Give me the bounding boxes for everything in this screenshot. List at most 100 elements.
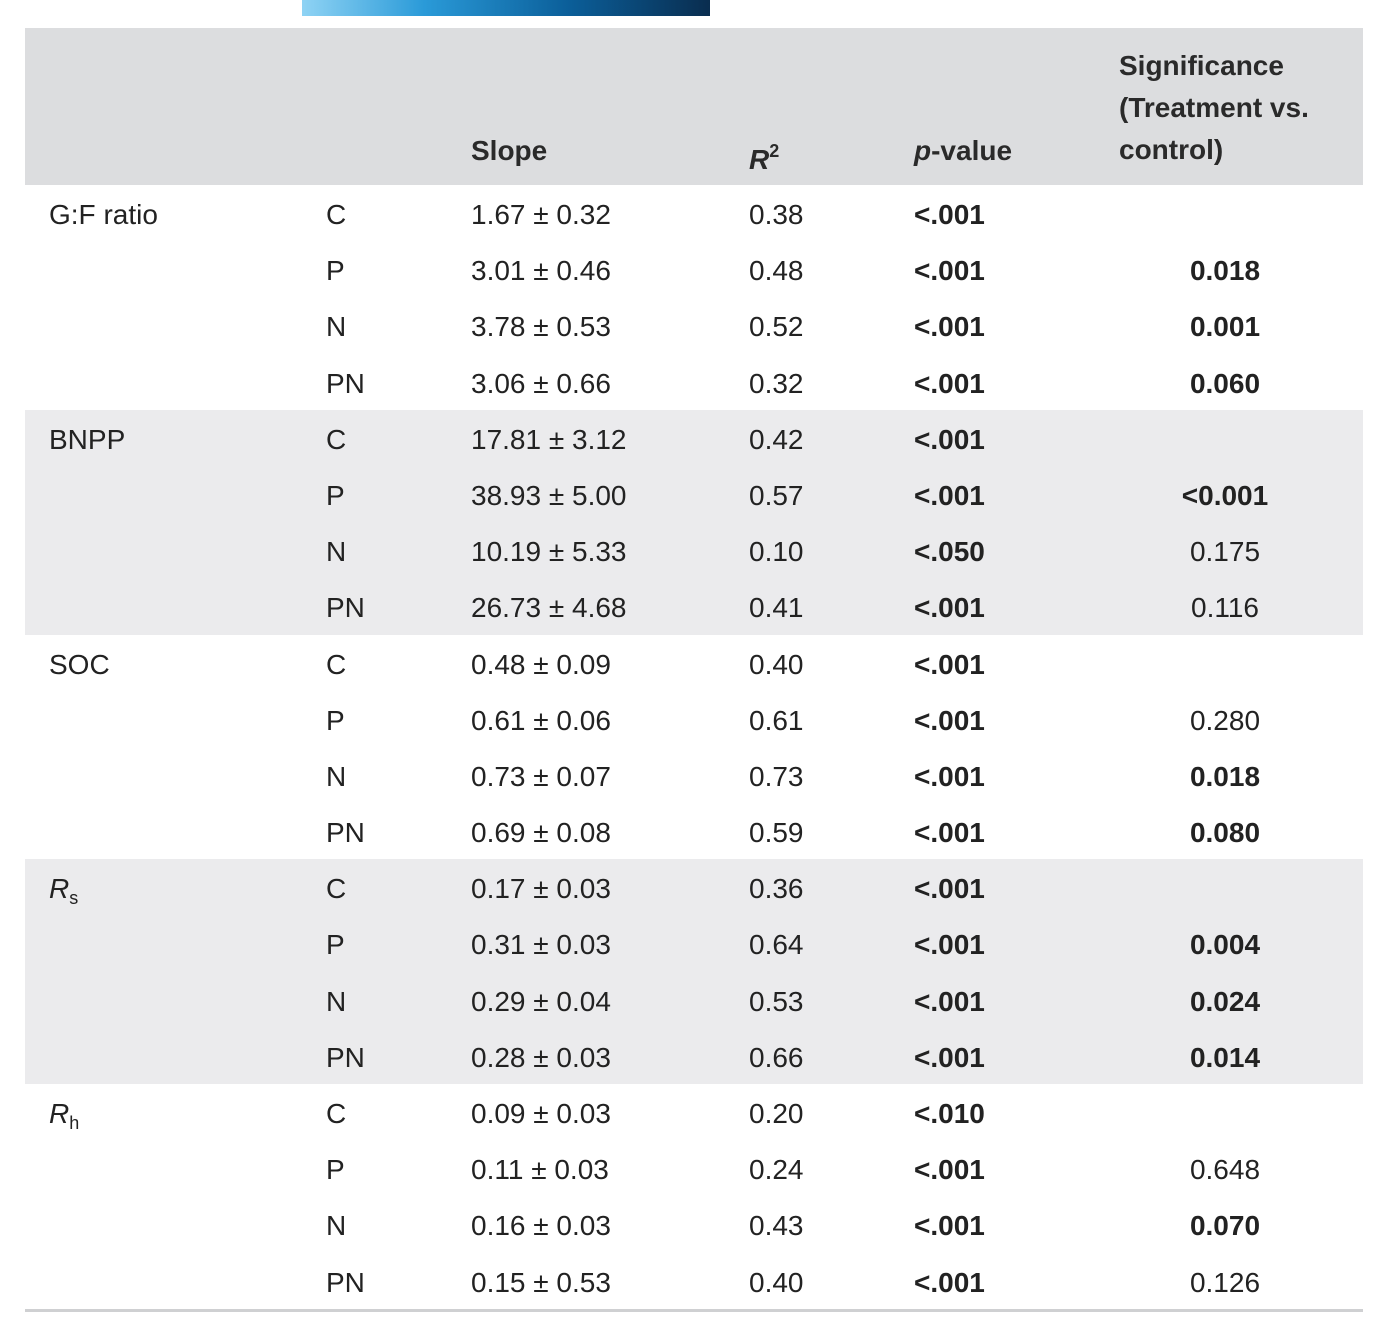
table-group: Rh C 0.09 ± 0.03 0.20 <.010 P 0.11 ± 0.03 0.24 <… [25, 1084, 1363, 1309]
slope-cell: 0.11 ± 0.03 [471, 1154, 609, 1186]
p-value-cell: <.001 [914, 985, 985, 1017]
p-value-cell: <.001 [914, 704, 985, 736]
table-row: N 0.29 ± 0.04 0.53 <.001 0.024 [25, 972, 1363, 1028]
p-value-cell: <.001 [914, 592, 985, 624]
r2-cell: 0.66 [749, 1041, 804, 1073]
slope-cell: 17.81 ± 3.12 [471, 423, 627, 455]
slope-cell: 3.01 ± 0.46 [471, 255, 611, 287]
table-row: P 38.93 ± 5.00 0.57 <.001 <0.001 [25, 466, 1363, 522]
slope-cell: 26.73 ± 4.68 [471, 592, 627, 624]
p-value-cell: <.001 [914, 648, 985, 680]
significance-cell: 0.080 [1189, 817, 1261, 849]
significance-cell: 0.280 [1189, 704, 1261, 736]
significance-cell [1119, 1084, 1331, 1140]
r2-cell: 0.36 [749, 873, 804, 905]
treatment-cell: P [326, 255, 345, 287]
variable-label: BNPP [49, 423, 126, 455]
r2-cell: 0.20 [749, 1098, 804, 1129]
r2-cell: 0.53 [749, 985, 804, 1017]
significance-cell: 0.175 [1189, 536, 1261, 568]
table-row: N 10.19 ± 5.33 0.10 <.050 0.175 [25, 522, 1363, 578]
r2-cell: 0.38 [749, 199, 804, 230]
table-header: Slope R2 p-value Significance (Treatment… [25, 28, 1363, 185]
r2-cell: 0.32 [749, 367, 804, 399]
table-row: N 3.78 ± 0.53 0.52 <.001 0.001 [25, 297, 1363, 353]
slope-cell: 0.29 ± 0.04 [471, 985, 611, 1017]
table-row: BNPP C 17.81 ± 3.12 0.42 <.001 [25, 410, 1363, 466]
treatment-cell: C [326, 1098, 347, 1129]
table-row: N 0.73 ± 0.07 0.73 <.001 0.018 [25, 747, 1363, 803]
table-row: P 3.01 ± 0.46 0.48 <.001 0.018 [25, 241, 1363, 297]
r2-cell: 0.40 [749, 1266, 804, 1298]
table-group: G:F ratio C 1.67 ± 0.32 0.38 <.001 P 3.01 ± 0.… [25, 185, 1363, 410]
significance-cell [1119, 410, 1331, 466]
r2-cell: 0.24 [749, 1154, 804, 1186]
r2-cell: 0.73 [749, 760, 804, 792]
r2-cell: 0.52 [749, 311, 804, 343]
slope-cell: 3.06 ± 0.66 [471, 367, 611, 399]
r2-cell: 0.40 [749, 648, 804, 680]
treatment-cell: C [326, 648, 347, 680]
regression-table: Slope R2 p-value Significance (Treatment… [25, 28, 1363, 1312]
treatment-cell: C [326, 873, 347, 905]
table-row: G:F ratio C 1.67 ± 0.32 0.38 <.001 [25, 185, 1363, 241]
significance-cell: 0.018 [1189, 760, 1261, 792]
p-value-cell: <.001 [914, 423, 985, 455]
table-row: PN 0.15 ± 0.53 0.40 <.001 0.126 [25, 1253, 1363, 1309]
p-value-cell: <.001 [914, 1041, 985, 1073]
significance-cell: 0.004 [1189, 929, 1261, 961]
r2-cell: 0.59 [749, 817, 804, 849]
r2-cell: 0.10 [749, 536, 804, 568]
slope-cell: 0.09 ± 0.03 [471, 1098, 611, 1129]
treatment-cell: PN [326, 592, 365, 624]
treatment-cell: PN [326, 367, 365, 399]
header-significance-line2: (Treatment vs. [1119, 92, 1309, 123]
table-row: P 0.11 ± 0.03 0.24 <.001 0.648 [25, 1140, 1363, 1196]
variable-label: Rh [49, 1098, 80, 1133]
slope-cell: 38.93 ± 5.00 [471, 479, 627, 511]
treatment-cell: P [326, 479, 345, 511]
variable-label: Rs [49, 873, 79, 909]
header-significance-line3: control) [1119, 134, 1224, 165]
treatment-cell: P [326, 929, 345, 961]
slope-cell: 0.16 ± 0.03 [471, 1210, 611, 1242]
p-value-cell: <.001 [914, 255, 985, 287]
table-row: P 0.31 ± 0.03 0.64 <.001 0.004 [25, 915, 1363, 971]
table-row: PN 0.69 ± 0.08 0.59 <.001 0.080 [25, 803, 1363, 859]
p-value-cell: <.001 [914, 1210, 985, 1242]
table-body: G:F ratio C 1.67 ± 0.32 0.38 <.001 P 3.01 ± 0.… [25, 185, 1363, 1309]
r2-cell: 0.57 [749, 479, 804, 511]
variable-label: G:F ratio [49, 199, 158, 230]
slope-cell: 0.15 ± 0.53 [471, 1266, 611, 1298]
slope-cell: 0.69 ± 0.08 [471, 817, 611, 849]
slope-cell: 0.48 ± 0.09 [471, 648, 611, 680]
p-value-cell: <.001 [914, 199, 985, 230]
table-row: Rh C 0.09 ± 0.03 0.20 <.010 [25, 1084, 1363, 1140]
p-value-cell: <.010 [914, 1098, 985, 1129]
r2-cell: 0.61 [749, 704, 804, 736]
p-value-cell: <.001 [914, 311, 985, 343]
significance-cell: 0.024 [1189, 985, 1261, 1017]
slope-cell: 10.19 ± 5.33 [471, 536, 627, 568]
slope-cell: 0.31 ± 0.03 [471, 929, 611, 961]
p-value-cell: <.001 [914, 929, 985, 961]
treatment-cell: C [326, 423, 347, 455]
p-value-cell: <.050 [914, 536, 985, 568]
table-group: SOC C 0.48 ± 0.09 0.40 <.001 P 0.61 ± 0.06 0.61… [25, 635, 1363, 860]
significance-cell [1119, 859, 1331, 915]
table-row: PN 0.28 ± 0.03 0.66 <.001 0.014 [25, 1028, 1363, 1084]
significance-cell: 0.116 [1191, 592, 1259, 624]
slope-cell: 0.28 ± 0.03 [471, 1041, 611, 1073]
significance-cell: 0.060 [1189, 367, 1261, 399]
header-r2: R2 [749, 141, 780, 175]
treatment-cell: N [326, 985, 347, 1017]
table-row: N 0.16 ± 0.03 0.43 <.001 0.070 [25, 1196, 1363, 1252]
journal-banner [302, 0, 710, 16]
treatment-cell: N [326, 536, 347, 568]
r2-cell: 0.48 [749, 255, 804, 287]
p-value-cell: <.001 [914, 1154, 985, 1186]
table-row: PN 26.73 ± 4.68 0.41 <.001 0.116 [25, 578, 1363, 634]
treatment-cell: N [326, 1210, 347, 1242]
treatment-cell: P [326, 704, 345, 736]
slope-cell: 0.73 ± 0.07 [471, 760, 611, 792]
